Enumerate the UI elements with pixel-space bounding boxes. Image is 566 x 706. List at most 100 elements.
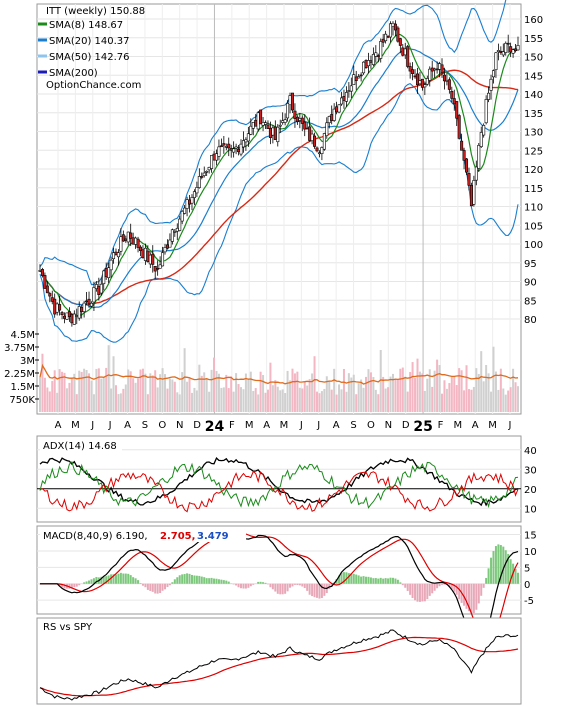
volume-bar — [296, 371, 299, 412]
candle-body — [315, 147, 319, 152]
macd-hist-bar — [210, 577, 213, 584]
candle-body — [330, 114, 334, 121]
macd-hist-bar — [83, 582, 86, 584]
volume-bar — [460, 370, 463, 412]
volume-bar — [195, 390, 198, 412]
volume-bar — [357, 383, 360, 412]
candle-body — [406, 46, 410, 67]
candle-body — [450, 90, 454, 99]
macd-hist-bar — [154, 583, 157, 594]
candle-body — [474, 166, 478, 181]
x-tick-label: D — [193, 420, 201, 431]
macd-hist-bar — [485, 577, 488, 584]
macd-hist-bar — [166, 583, 169, 588]
macd-histogram — [39, 544, 519, 614]
volume-bar — [504, 394, 507, 412]
candle-body — [487, 92, 491, 100]
candle-body — [222, 143, 226, 146]
volume-bar — [61, 371, 64, 412]
candle-body — [308, 126, 312, 141]
candle-body — [219, 145, 223, 148]
volume-bar — [291, 368, 294, 412]
volume-bar — [225, 374, 228, 412]
macd-hist-bar — [237, 583, 240, 588]
volume-bar — [173, 381, 176, 412]
volume-bar — [490, 391, 493, 412]
candle-body — [168, 239, 172, 248]
macd-hist-bar — [78, 583, 81, 586]
volume-bar — [97, 368, 100, 412]
macd-hist-bar — [213, 578, 216, 584]
price-tick-label: 160 — [524, 15, 543, 26]
macd-hist-bar — [247, 583, 250, 588]
volume-bar — [448, 383, 451, 412]
macd-hist-bar — [318, 583, 321, 599]
candle-body — [50, 297, 54, 302]
candle-body — [264, 122, 268, 125]
macd-hist-bar — [423, 583, 426, 602]
candle-body — [398, 38, 402, 46]
candle-body — [273, 126, 277, 140]
volume-bar — [284, 392, 287, 412]
macd-hist-bar — [303, 583, 306, 589]
candle-body — [501, 51, 505, 56]
macd-hist-bar — [414, 583, 417, 601]
volume-bar — [455, 385, 458, 412]
candle-body — [440, 64, 444, 74]
macd-tick-label: 5 — [524, 563, 530, 574]
macd-hist-bar — [208, 578, 211, 584]
volume-bar — [171, 379, 174, 412]
price-candles — [38, 20, 520, 327]
volume-bar — [146, 394, 149, 412]
volume-tick-label: 2.25M — [4, 369, 35, 380]
macd-hist-bar — [259, 581, 262, 584]
macd-hist-bar — [279, 583, 282, 595]
volume-bar — [387, 387, 390, 412]
volume-bar — [95, 368, 98, 412]
volume-bar — [73, 373, 76, 412]
macd-hist-bar — [63, 583, 66, 589]
candle-body — [214, 153, 218, 161]
macd-hist-bar — [284, 583, 287, 594]
candle-body — [374, 52, 378, 57]
macd-hist-bar — [448, 583, 451, 588]
volume-bar — [176, 392, 179, 412]
volume-bar — [338, 384, 341, 412]
volume-bar — [342, 368, 345, 412]
volume-bar — [507, 390, 510, 412]
candle-body — [161, 252, 165, 267]
candle-body — [442, 74, 446, 82]
candle-body — [63, 315, 67, 319]
source-label: OptionChance.com — [46, 80, 141, 91]
macd-hist-bar — [470, 583, 473, 614]
candle-body — [320, 147, 324, 154]
bollinger-bands — [39, 0, 519, 343]
macd-hist-bar — [497, 544, 500, 584]
volume-bar — [161, 368, 164, 412]
volume-bar — [431, 386, 434, 412]
candle-body — [178, 218, 182, 231]
volume-bar — [330, 389, 333, 412]
volume-bar — [230, 376, 233, 412]
macd-hist-bar — [146, 583, 149, 590]
candle-body — [80, 306, 84, 312]
candle-body — [349, 85, 353, 92]
x-tick-label: J — [299, 420, 303, 431]
macd-hist-bar — [293, 583, 296, 585]
macd-hist-bar — [58, 583, 61, 586]
volume-bar — [382, 376, 385, 412]
candle-body — [411, 69, 415, 75]
volume-bar — [379, 349, 382, 412]
candle-body — [447, 79, 451, 90]
adx-tick-label: 20 — [524, 485, 537, 496]
macd-hist-bar — [409, 583, 412, 595]
x-tick-label: S — [350, 420, 356, 431]
macd-signal-line — [40, 530, 519, 645]
volume-bar — [144, 373, 147, 412]
volume-bar — [222, 387, 225, 412]
candle-body — [322, 133, 326, 150]
adx-tick-label: 30 — [524, 465, 537, 476]
volume-bar — [249, 371, 252, 412]
volume-bar — [134, 382, 137, 412]
macd-hist-bar — [472, 583, 475, 614]
